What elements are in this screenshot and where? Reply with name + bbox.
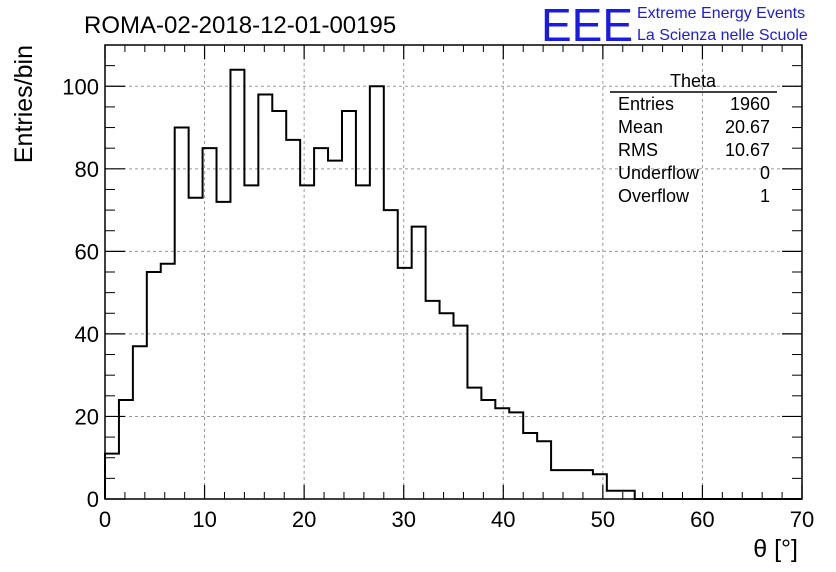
logo-line-2: La Scienza nelle Scuole [637,27,808,44]
histogram-bin [565,470,579,499]
stats-label: Mean [618,117,663,137]
histogram-bin [314,148,328,499]
y-tick-label: 40 [75,322,99,347]
y-tick-label: 0 [87,487,99,512]
histogram-bin [495,408,509,499]
x-axis-label: θ [°] [753,535,798,563]
histogram-bin [244,185,258,499]
stats-value: 20.67 [725,117,770,137]
stats-label: RMS [618,140,658,160]
histogram-bin [537,441,551,499]
x-tick-label: 50 [591,507,615,532]
histogram-bin [175,128,189,499]
histogram-bin [467,388,481,499]
plot-frame [104,44,803,500]
histogram-bin [593,474,607,499]
x-tick-labels: 0 10 20 30 40 50 60 70 [99,507,814,532]
chart-title: ROMA-02-2018-12-01-00195 [84,12,396,39]
stats-value: 1960 [730,94,770,114]
x-tick-label: 10 [192,507,216,532]
stats-label: Underflow [618,163,700,183]
logo-line-1: Extreme Energy Events [637,5,805,22]
x-tick-label: 40 [491,507,515,532]
x-tick-label: 0 [99,507,111,532]
x-tick-label: 30 [391,507,415,532]
histogram-bin [398,268,412,499]
histogram-bin [440,313,454,499]
histogram-bin [356,185,370,499]
histogram-bin [426,301,440,499]
histogram-bin [119,400,133,499]
histogram-bin [161,264,175,499]
histogram-series [104,68,802,500]
histogram-bin [230,70,244,499]
stats-label: Entries [618,94,674,114]
stats-value: 1 [760,186,770,206]
y-tick-label: 80 [75,157,99,182]
histogram-bin [481,400,495,499]
logo-mark: EEE [541,0,633,51]
y-tick-label: 100 [62,74,99,99]
stats-value: 10.67 [725,140,770,160]
x-tick-label: 70 [790,507,814,532]
y-axis-label: Entries/bin [10,45,38,163]
histogram-bin [105,454,119,499]
stats-box: Theta Entries 1960 Mean 20.67 RMS 10.67 Underf… [610,71,777,206]
histogram-bin [370,86,384,499]
histogram-bin [328,161,342,499]
histogram-bin [133,346,147,499]
histogram-bin [217,202,231,499]
histogram-bin [579,470,593,499]
histogram-bin [147,272,161,499]
histogram-bin [258,95,272,499]
y-tick-labels: 0 20 40 60 80 100 [62,74,99,512]
grid-lines [105,45,802,499]
stats-value: 0 [760,163,770,183]
axis-ticks [104,44,803,500]
y-tick-label: 20 [75,404,99,429]
histogram-bin [384,210,398,499]
histogram-bin [412,227,426,499]
y-tick-label: 60 [75,239,99,264]
histogram-bin [189,198,203,499]
histogram-bin [523,433,537,499]
eee-logo: EEE Extreme Energy Events La Scienza nel… [541,0,808,51]
x-tick-label: 60 [690,507,714,532]
histogram-bin [286,140,300,499]
x-tick-label: 20 [292,507,316,532]
stats-label: Overflow [618,186,690,206]
histogram-bin [454,326,468,499]
histogram-bin [300,185,314,499]
histogram-bin [509,412,523,499]
histogram-bin [607,491,621,499]
stats-title: Theta [670,71,717,91]
